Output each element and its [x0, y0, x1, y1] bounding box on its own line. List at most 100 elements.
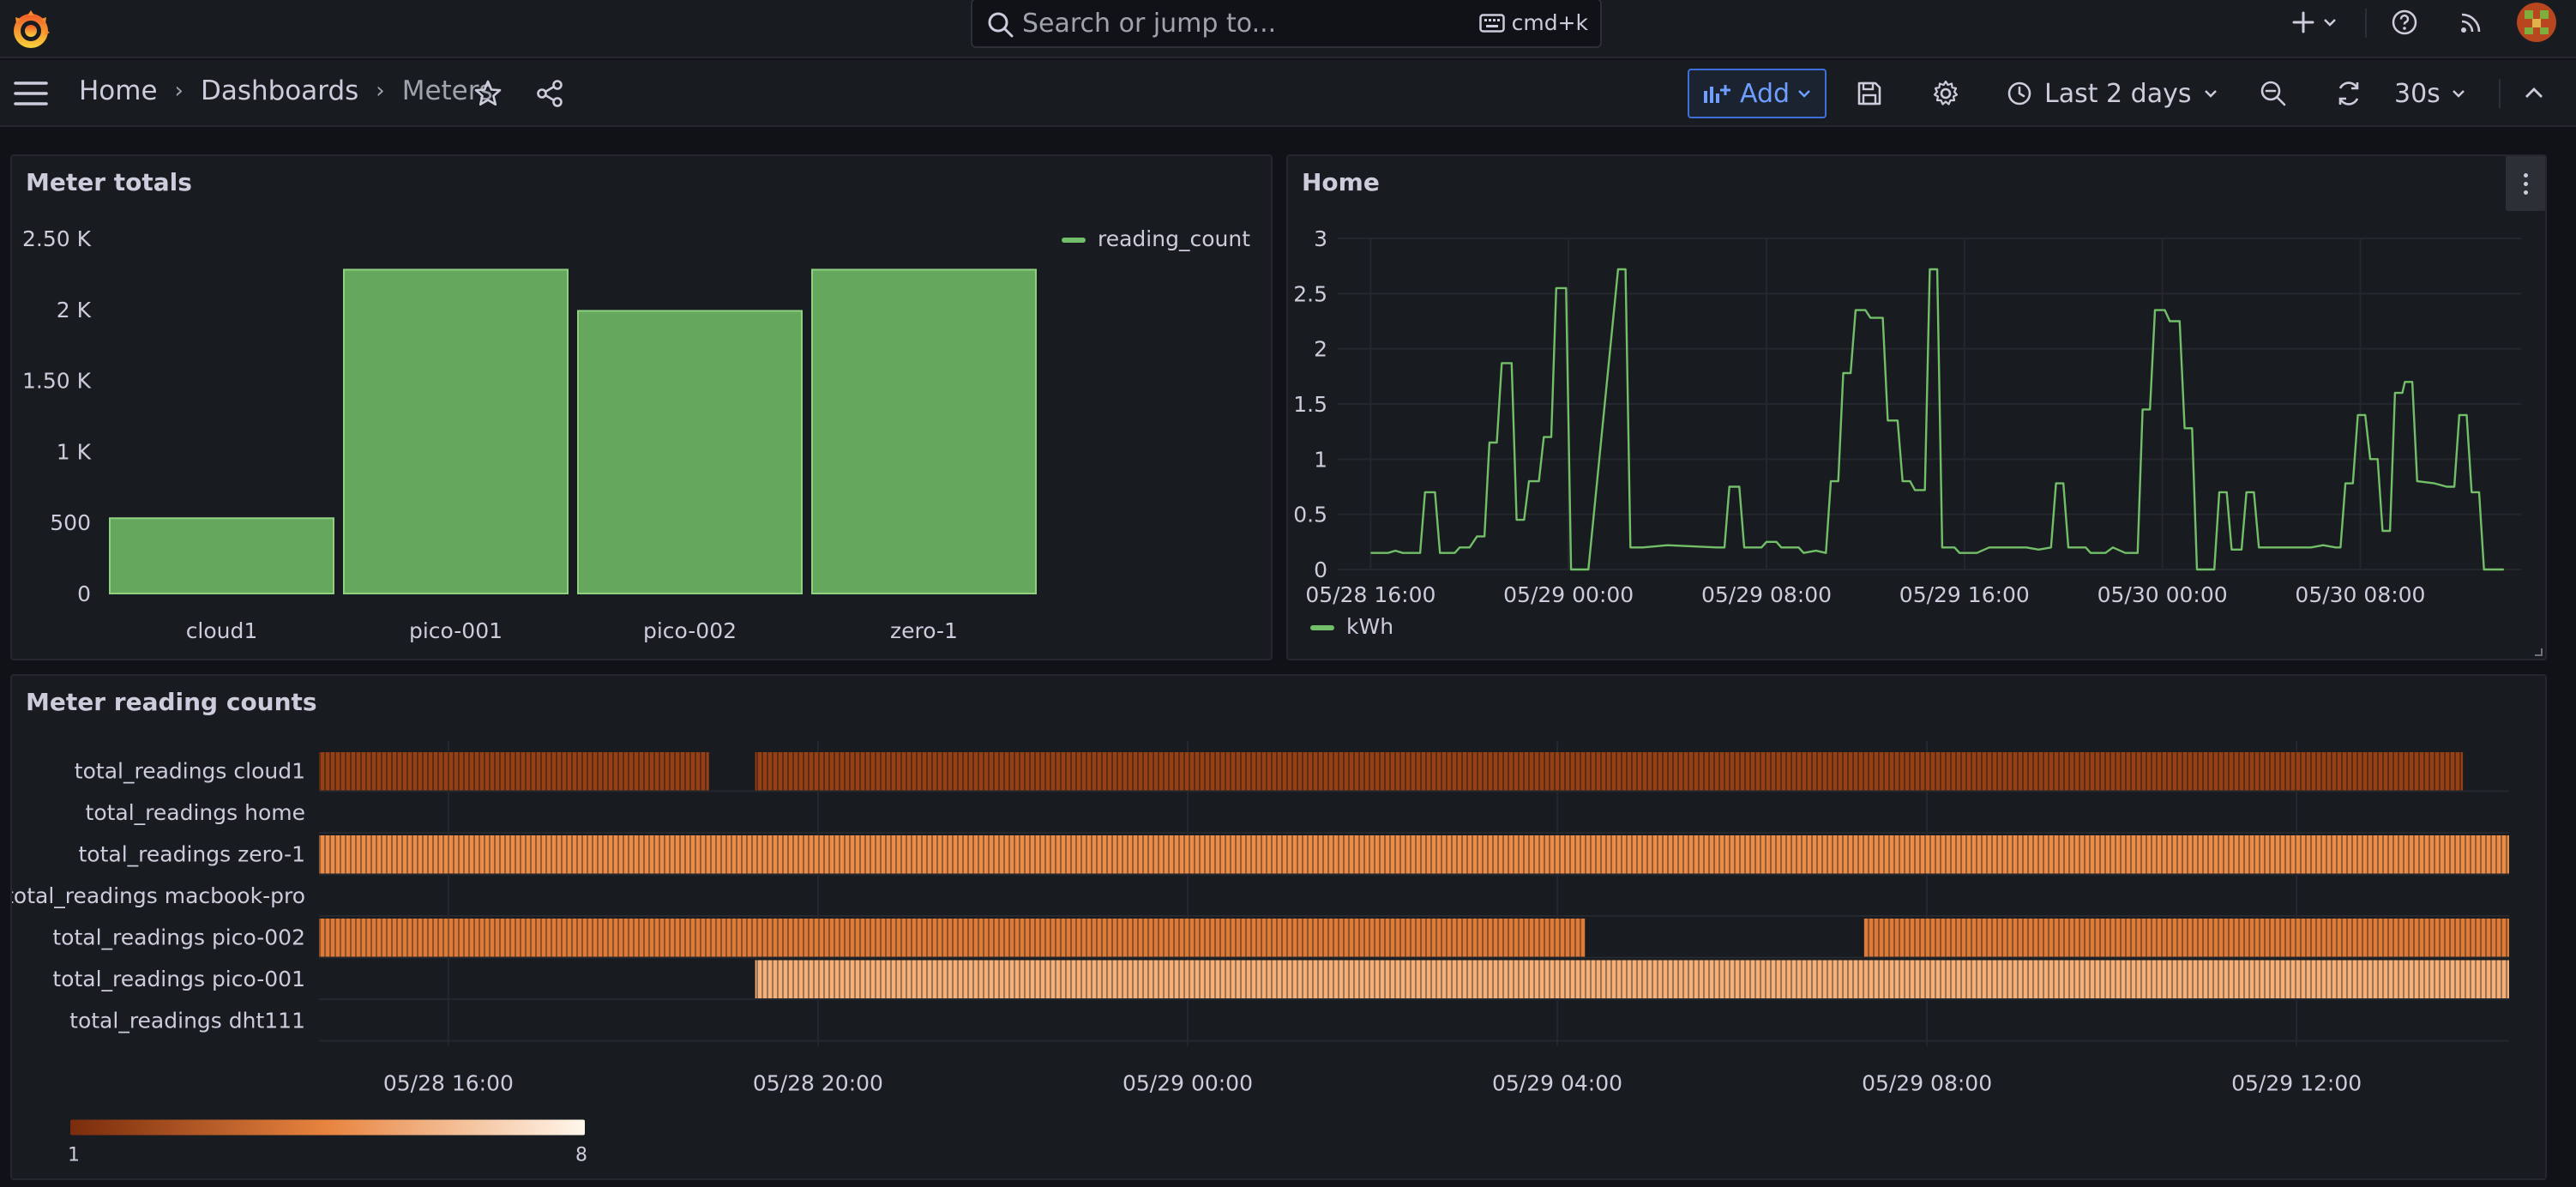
y-tick-label: 1 K: [57, 439, 92, 464]
zoom-out-button[interactable]: [2259, 75, 2288, 111]
breadcrumb-dashboards[interactable]: Dashboards: [200, 75, 359, 106]
y-tick-label: 3: [1314, 226, 1327, 251]
row-label: total_readings home: [86, 800, 305, 825]
legend-swatch: [1062, 238, 1086, 243]
x-tick-label: cloud1: [186, 618, 258, 643]
topbar-divider: [2365, 9, 2367, 38]
y-tick-label: 0: [77, 581, 91, 606]
legend-item[interactable]: kWh: [1310, 614, 1393, 639]
color-scale-max: 8: [575, 1145, 587, 1166]
x-tick-label: 05/30 08:00: [2295, 582, 2425, 607]
color-scale-bar: [70, 1119, 585, 1136]
heatmap-cell-texture: [319, 752, 709, 791]
menu-icon[interactable]: [14, 81, 48, 106]
bar: [811, 268, 1037, 594]
x-tick-label: pico-001: [409, 618, 503, 643]
legend-label: reading_count: [1098, 226, 1250, 251]
navbar-divider: [2499, 79, 2501, 108]
x-tick-label: pico-002: [643, 618, 737, 643]
search-bar[interactable]: Search or jump to... cmd+k: [971, 0, 1602, 48]
chevron-down-icon: [2452, 90, 2465, 98]
resize-handle-icon[interactable]: [2531, 645, 2543, 657]
bar: [343, 268, 569, 594]
row-label: total_readings dht111: [69, 1008, 305, 1033]
panel-menu-button[interactable]: [2506, 156, 2545, 211]
legend-item[interactable]: reading_count: [1062, 226, 1250, 251]
x-tick-label: 05/28 20:00: [753, 1071, 883, 1096]
meter-totals-panel[interactable]: Meter totals reading_count 0 500 1 K 1.50 K…: [10, 154, 1273, 660]
refresh-interval-picker[interactable]: 30s: [2394, 72, 2466, 115]
refresh-button[interactable]: [2334, 75, 2363, 111]
top-bar: Search or jump to... cmd+k: [0, 0, 2576, 58]
line-chart: 0 0.5 1 1.5 2 2.5 3 05/28 16:00 05/29 00:00 05/29…: [1293, 226, 2521, 607]
search-icon: [988, 12, 1014, 38]
help-icon: [2392, 9, 2417, 35]
add-button[interactable]: Add: [1688, 69, 1827, 118]
grafana-logo-icon[interactable]: [5, 3, 57, 55]
bar-chart: 0 500 1 K 1.50 K 2 K 2.50 K cloud1 pico-001 pico…: [22, 226, 1037, 643]
y-tick-label: 1: [1314, 447, 1327, 472]
home-panel[interactable]: Home 0 0.5 1 1.5 2 2.5 3 05/28 16:00 05/29 00:00…: [1286, 154, 2547, 660]
y-tick-label: 1.5: [1293, 392, 1327, 417]
time-range-picker[interactable]: Last 2 days: [2007, 72, 2218, 115]
y-tick-label: 2.50 K: [22, 226, 92, 251]
legend-label: kWh: [1346, 614, 1394, 639]
heatmap-cell-texture: [319, 835, 2509, 874]
panel-title: Home: [1302, 168, 1380, 196]
x-tick-label: 05/30 00:00: [2098, 582, 2228, 607]
user-avatar[interactable]: [2514, 0, 2559, 45]
zoom-out-icon: [2260, 81, 2286, 106]
x-tick-label: zero-1: [890, 618, 958, 643]
new-menu-button[interactable]: [2286, 0, 2343, 45]
refresh-interval-label: 30s: [2394, 78, 2441, 109]
bar: [109, 517, 334, 594]
chevron-down-icon: [2324, 19, 2336, 27]
y-tick-label: 1.50 K: [22, 369, 92, 394]
plus-icon: [2292, 11, 2314, 33]
share-button[interactable]: [535, 75, 564, 111]
chevron-up-icon: [2525, 87, 2543, 98]
x-tick-label: 05/29 08:00: [1862, 1071, 1992, 1096]
row-label: total_readings zero-1: [78, 841, 305, 866]
y-tick-label: 0: [1314, 557, 1327, 582]
gear-icon: [1933, 80, 1959, 105]
chevron-down-icon: [2205, 90, 2218, 98]
bar: [577, 310, 803, 594]
breadcrumb-home[interactable]: Home: [79, 75, 158, 106]
time-range-label: Last 2 days: [2044, 78, 2192, 109]
share-icon: [537, 80, 563, 107]
panel-title: Meter reading counts: [26, 688, 317, 716]
row-label: total_readings pico-001: [52, 967, 305, 991]
color-scale-min: 1: [68, 1145, 80, 1166]
x-tick-label: 05/28 16:00: [1305, 582, 1435, 607]
add-panel-icon: [1703, 85, 1730, 103]
meter-reading-counts-panel[interactable]: Meter reading counts 05/28 16:00 05/28 20…: [10, 674, 2547, 1180]
help-button[interactable]: [2386, 0, 2423, 45]
y-tick-label: 2.5: [1293, 281, 1327, 306]
row-label: total_readings macbook-pro: [12, 883, 305, 908]
search-placeholder: Search or jump to...: [1022, 9, 1277, 39]
rss-icon: [2461, 13, 2481, 33]
x-tick-label: 05/29 00:00: [1122, 1071, 1253, 1096]
search-shortcut: cmd+k: [1478, 10, 1588, 35]
x-tick-label: 05/28 16:00: [383, 1071, 514, 1096]
breadcrumb-separator-icon: ›: [174, 78, 184, 104]
y-tick-label: 2 K: [57, 298, 92, 322]
x-tick-label: 05/29 04:00: [1492, 1071, 1622, 1096]
star-icon: [474, 80, 502, 106]
star-button[interactable]: [473, 75, 503, 111]
avatar-icon: [2517, 3, 2556, 42]
news-feed-button[interactable]: [2453, 0, 2490, 45]
heatmap-cell-texture: [755, 960, 2509, 998]
save-dashboard-button[interactable]: [1856, 75, 1883, 111]
save-icon: [1857, 81, 1881, 105]
y-tick-label: 500: [50, 510, 91, 535]
heatmap-cell-texture: [755, 752, 2464, 791]
chevron-down-icon: [1798, 90, 1810, 98]
dashboard-settings-button[interactable]: [1931, 75, 1960, 111]
collapse-toolbar-button[interactable]: [2523, 75, 2545, 111]
x-tick-label: 05/29 00:00: [1503, 582, 1634, 607]
refresh-icon: [2338, 81, 2359, 105]
heatmap-chart: 05/28 16:00 05/28 20:00 05/29 00:00 05/29 0…: [12, 741, 2509, 1166]
breadcrumb: Home › Dashboards › Meters: [79, 75, 493, 106]
